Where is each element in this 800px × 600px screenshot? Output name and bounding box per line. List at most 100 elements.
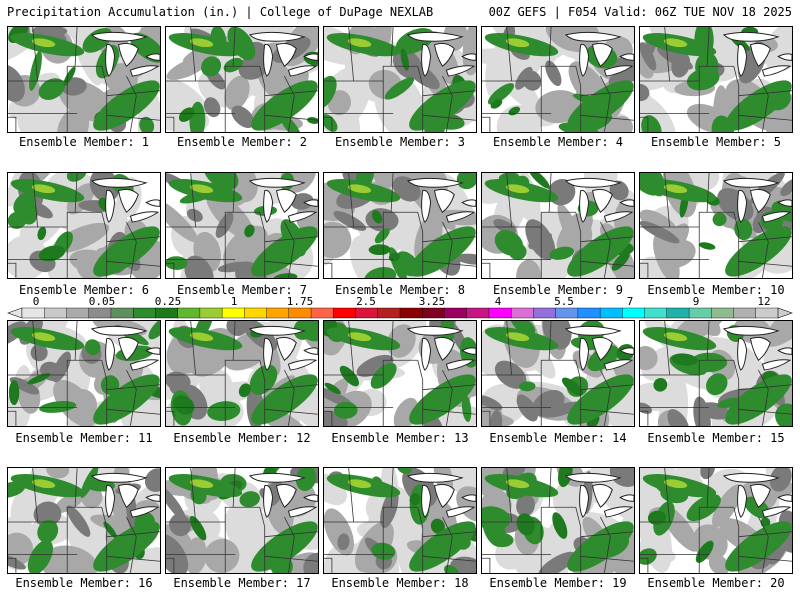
- colorbar-swatch: [533, 307, 557, 319]
- colorbar-swatch: [199, 307, 223, 319]
- ensemble-member-label: Ensemble Member: 17: [173, 576, 311, 590]
- precip-map: [482, 468, 634, 573]
- precip-map: [324, 321, 476, 426]
- ensemble-member-label: Ensemble Member: 11: [15, 431, 153, 445]
- ensemble-map-panel[interactable]: [323, 467, 477, 574]
- colorbar-swatch: [244, 307, 268, 319]
- ensemble-member-label: Ensemble Member: 9: [492, 283, 624, 297]
- colorbar-swatch: [288, 307, 312, 319]
- page-title: Precipitation Accumulation (in.) | Colle…: [7, 5, 434, 19]
- colorbar-swatch: [266, 307, 290, 319]
- ensemble-member-label: Ensemble Member: 5: [650, 135, 782, 149]
- colorbar-swatch: [422, 307, 445, 319]
- ensemble-map-panel[interactable]: [165, 467, 319, 574]
- ensemble-member-label: Ensemble Member: 12: [173, 431, 311, 445]
- precip-map: [482, 27, 634, 132]
- colorbar-swatch: [377, 307, 401, 319]
- ensemble-member-label: Ensemble Member: 14: [489, 431, 627, 445]
- ensemble-map-panel[interactable]: [481, 320, 635, 427]
- colorbar-swatch: [555, 307, 579, 319]
- ensemble-map-panel[interactable]: [7, 26, 161, 133]
- colorbar-swatch: [599, 307, 623, 319]
- ensemble-map-panel[interactable]: [323, 172, 477, 279]
- ensemble-map-panel[interactable]: [481, 26, 635, 133]
- colorbar-swatch: [110, 307, 134, 319]
- precip-map: [640, 321, 792, 426]
- colorbar-tick-label: 9: [692, 295, 700, 308]
- colorbar-swatch: [88, 307, 112, 319]
- precip-map: [640, 173, 792, 278]
- ensemble-map-panel[interactable]: [323, 26, 477, 133]
- ensemble-map-panel[interactable]: [165, 320, 319, 427]
- colorbar-swatch: [44, 307, 67, 319]
- ensemble-map-panel[interactable]: [639, 467, 793, 574]
- ensemble-map-panel[interactable]: [481, 172, 635, 279]
- ensemble-map-panel[interactable]: [639, 172, 793, 279]
- precip-map: [324, 27, 476, 132]
- precip-map: [640, 468, 792, 573]
- ensemble-member-label: Ensemble Member: 13: [331, 431, 469, 445]
- colorbar-tick-label: 0.25: [154, 295, 182, 308]
- ensemble-map-panel[interactable]: [323, 320, 477, 427]
- colorbar-tick-label: 12: [757, 295, 771, 308]
- colorbar-swatch: [399, 307, 423, 319]
- ensemble-member-label: Ensemble Member: 20: [647, 576, 785, 590]
- colorbar-swatch: [177, 307, 201, 319]
- ensemble-map-panel[interactable]: [639, 26, 793, 133]
- precip-map: [482, 173, 634, 278]
- colorbar-swatch: [310, 307, 334, 319]
- colorbar-swatch: [666, 307, 690, 319]
- model-valid-time: 00Z GEFS | F054 Valid: 06Z TUE NOV 18 20…: [488, 5, 792, 19]
- colorbar-swatch: [21, 307, 45, 319]
- precip-map: [8, 27, 160, 132]
- colorbar-tick-label: 0: [32, 295, 40, 308]
- colorbar-tick-label: 5.5: [554, 295, 574, 308]
- colorbar-tick-label: 3.25: [418, 295, 446, 308]
- ensemble-map-panel[interactable]: [481, 467, 635, 574]
- colorbar-swatch: [510, 307, 534, 319]
- colorbar-tick-label: 4: [494, 295, 502, 308]
- colorbar-swatch: [688, 307, 712, 319]
- ensemble-map-panel[interactable]: [7, 172, 161, 279]
- ensemble-map-panel[interactable]: [7, 320, 161, 427]
- precip-map: [8, 321, 160, 426]
- precip-map: [166, 468, 318, 573]
- ensemble-map-panel[interactable]: [7, 467, 161, 574]
- ensemble-member-label: Ensemble Member: 18: [331, 576, 469, 590]
- colorbar-min-arrow: [7, 307, 23, 319]
- precip-map: [8, 468, 160, 573]
- colorbar-swatch: [333, 307, 357, 319]
- ensemble-map-panel[interactable]: [165, 26, 319, 133]
- ensemble-map-panel[interactable]: [639, 320, 793, 427]
- ensemble-member-label: Ensemble Member: 2: [176, 135, 308, 149]
- colorbar-tick-label: 0.05: [88, 295, 116, 308]
- precip-map: [324, 173, 476, 278]
- colorbar-tick-label: 1: [230, 295, 238, 308]
- colorbar-swatch: [444, 307, 468, 319]
- colorbar-swatch: [155, 307, 179, 319]
- colorbar-swatch: [577, 307, 601, 319]
- ensemble-member-label: Ensemble Member: 19: [489, 576, 627, 590]
- colorbar-tick-label: 1.75: [286, 295, 314, 308]
- precip-map: [166, 321, 318, 426]
- colorbar: 0 0.05 0.25 1 1.75 2.5 3.25 4 5.5 7 9 12: [0, 296, 800, 320]
- colorbar-swatch: [132, 307, 156, 319]
- precip-map: [8, 173, 160, 278]
- ensemble-member-label: Ensemble Member: 8: [334, 283, 466, 297]
- ensemble-member-label: Ensemble Member: 10: [647, 283, 785, 297]
- colorbar-swatch: [755, 307, 779, 319]
- colorbar-scale: [7, 307, 793, 319]
- precip-map: [166, 27, 318, 132]
- precip-map: [640, 27, 792, 132]
- colorbar-swatch: [711, 307, 735, 319]
- ensemble-member-label: Ensemble Member: 6: [18, 283, 150, 297]
- ensemble-map-panel[interactable]: [165, 172, 319, 279]
- ensemble-member-label: Ensemble Member: 3: [334, 135, 466, 149]
- colorbar-swatch: [66, 307, 90, 319]
- colorbar-max-arrow: [777, 307, 793, 319]
- colorbar-swatch: [622, 307, 646, 319]
- colorbar-swatch: [488, 307, 512, 319]
- ensemble-member-label: Ensemble Member: 15: [647, 431, 785, 445]
- colorbar-swatch: [355, 307, 379, 319]
- colorbar-swatch: [221, 307, 245, 319]
